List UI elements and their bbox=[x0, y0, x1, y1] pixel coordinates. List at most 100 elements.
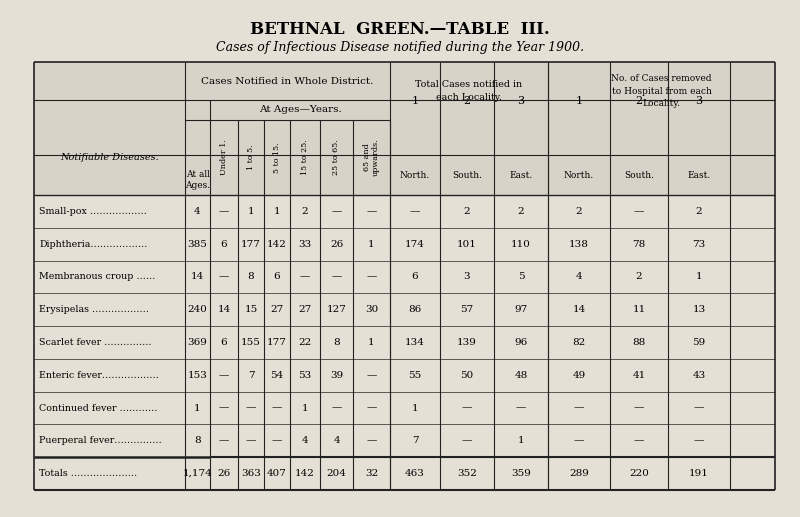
Text: 33: 33 bbox=[298, 240, 312, 249]
Text: 101: 101 bbox=[457, 240, 477, 249]
Text: 88: 88 bbox=[632, 338, 646, 347]
Text: Diphtheria………………: Diphtheria……………… bbox=[39, 240, 147, 249]
Text: At all
Ages.: At all Ages. bbox=[185, 170, 210, 190]
Text: —: — bbox=[331, 404, 342, 413]
Text: 4: 4 bbox=[194, 207, 201, 216]
Text: 26: 26 bbox=[218, 469, 230, 478]
Text: —: — bbox=[694, 404, 704, 413]
Text: 3: 3 bbox=[518, 96, 525, 106]
Text: Totals …………………: Totals ………………… bbox=[39, 469, 138, 478]
Text: 57: 57 bbox=[460, 305, 474, 314]
Text: 359: 359 bbox=[511, 469, 531, 478]
Bar bbox=[34, 62, 775, 195]
Text: 2: 2 bbox=[302, 207, 308, 216]
Text: 1: 1 bbox=[368, 338, 375, 347]
Text: 1: 1 bbox=[518, 436, 524, 445]
Text: —: — bbox=[634, 404, 644, 413]
Text: 2: 2 bbox=[518, 207, 524, 216]
Text: 97: 97 bbox=[514, 305, 528, 314]
Text: 6: 6 bbox=[412, 272, 418, 281]
Text: 138: 138 bbox=[569, 240, 589, 249]
Text: 1: 1 bbox=[575, 96, 582, 106]
Text: 289: 289 bbox=[569, 469, 589, 478]
Text: —: — bbox=[219, 272, 229, 281]
Text: —: — bbox=[634, 436, 644, 445]
Text: 22: 22 bbox=[298, 338, 312, 347]
Text: Notifiable Diseases.: Notifiable Diseases. bbox=[60, 153, 159, 162]
Text: 177: 177 bbox=[241, 240, 261, 249]
Text: —: — bbox=[246, 404, 256, 413]
Text: 6: 6 bbox=[274, 272, 280, 281]
Text: 78: 78 bbox=[632, 240, 646, 249]
Text: —: — bbox=[462, 436, 472, 445]
Text: 14: 14 bbox=[572, 305, 586, 314]
Text: 142: 142 bbox=[267, 240, 287, 249]
Text: Puerperal fever……………: Puerperal fever…………… bbox=[39, 436, 162, 445]
Text: South.: South. bbox=[624, 171, 654, 179]
Text: 1: 1 bbox=[302, 404, 308, 413]
Text: 27: 27 bbox=[270, 305, 284, 314]
Text: 2: 2 bbox=[636, 272, 642, 281]
Text: Enteric fever………………: Enteric fever……………… bbox=[39, 371, 159, 380]
Text: 1: 1 bbox=[696, 272, 702, 281]
Text: —: — bbox=[219, 404, 229, 413]
Text: 15: 15 bbox=[244, 305, 258, 314]
Text: 2: 2 bbox=[696, 207, 702, 216]
Text: 48: 48 bbox=[514, 371, 528, 380]
Text: 50: 50 bbox=[460, 371, 474, 380]
Text: 13: 13 bbox=[692, 305, 706, 314]
Text: 5: 5 bbox=[518, 272, 524, 281]
Text: 220: 220 bbox=[629, 469, 649, 478]
Text: 6: 6 bbox=[221, 338, 227, 347]
Text: 177: 177 bbox=[267, 338, 287, 347]
Text: —: — bbox=[366, 404, 377, 413]
Text: 65 and
upwards.: 65 and upwards. bbox=[363, 139, 380, 176]
Text: Scarlet fever ……………: Scarlet fever …………… bbox=[39, 338, 152, 347]
Text: 2: 2 bbox=[463, 96, 470, 106]
Text: 191: 191 bbox=[689, 469, 709, 478]
Text: Erysipelas ………………: Erysipelas ……………… bbox=[39, 305, 149, 314]
Text: —: — bbox=[516, 404, 526, 413]
Text: —: — bbox=[272, 436, 282, 445]
Text: Cases of Infectious Disease notified during the Year 1900.: Cases of Infectious Disease notified dur… bbox=[216, 41, 584, 54]
Text: 385: 385 bbox=[187, 240, 207, 249]
Text: 8: 8 bbox=[194, 436, 201, 445]
Text: 463: 463 bbox=[405, 469, 425, 478]
Text: 82: 82 bbox=[572, 338, 586, 347]
Text: 1: 1 bbox=[412, 404, 418, 413]
Text: 55: 55 bbox=[408, 371, 422, 380]
Text: —: — bbox=[366, 272, 377, 281]
Text: 1: 1 bbox=[411, 96, 418, 106]
Text: 8: 8 bbox=[248, 272, 254, 281]
Text: —: — bbox=[300, 272, 310, 281]
Text: 59: 59 bbox=[692, 338, 706, 347]
Text: BETHNAL  GREEN.—TABLE  III.: BETHNAL GREEN.—TABLE III. bbox=[250, 22, 550, 38]
Text: 8: 8 bbox=[333, 338, 340, 347]
Text: 3: 3 bbox=[695, 96, 702, 106]
Text: —: — bbox=[219, 207, 229, 216]
Text: —: — bbox=[366, 436, 377, 445]
Text: 1,174: 1,174 bbox=[182, 469, 212, 478]
Text: North.: North. bbox=[400, 171, 430, 179]
Text: 155: 155 bbox=[241, 338, 261, 347]
Text: Continued fever …………: Continued fever ………… bbox=[39, 404, 158, 413]
Text: —: — bbox=[694, 436, 704, 445]
Text: —: — bbox=[272, 404, 282, 413]
Text: 3: 3 bbox=[464, 272, 470, 281]
Text: Cases Notified in Whole District.: Cases Notified in Whole District. bbox=[202, 77, 374, 85]
Text: 27: 27 bbox=[298, 305, 312, 314]
Text: 127: 127 bbox=[326, 305, 346, 314]
Text: 2: 2 bbox=[635, 96, 642, 106]
Text: 43: 43 bbox=[692, 371, 706, 380]
Text: 7: 7 bbox=[248, 371, 254, 380]
Text: 153: 153 bbox=[187, 371, 207, 380]
Text: 204: 204 bbox=[326, 469, 346, 478]
Text: —: — bbox=[219, 371, 229, 380]
Text: 407: 407 bbox=[267, 469, 287, 478]
Text: 240: 240 bbox=[187, 305, 207, 314]
Text: South.: South. bbox=[452, 171, 482, 179]
Text: 110: 110 bbox=[511, 240, 531, 249]
Text: East.: East. bbox=[687, 171, 710, 179]
Text: 73: 73 bbox=[692, 240, 706, 249]
Text: 32: 32 bbox=[365, 469, 378, 478]
